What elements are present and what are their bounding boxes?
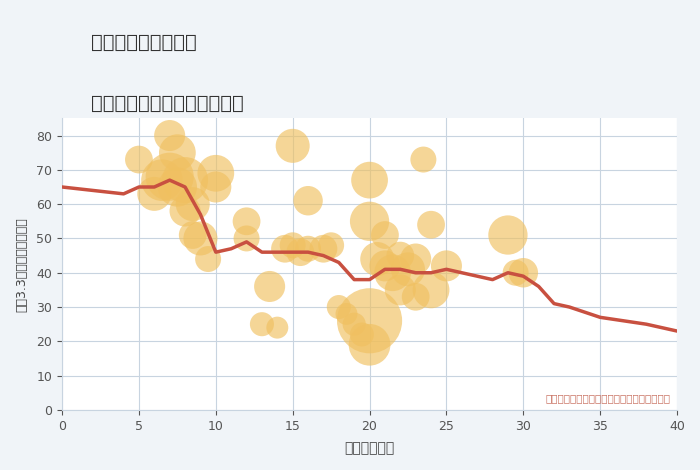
Point <box>187 200 198 208</box>
Point <box>156 176 167 184</box>
Point <box>210 170 221 177</box>
Point <box>187 231 198 239</box>
Point <box>256 321 267 328</box>
Point <box>287 142 298 149</box>
Point <box>302 245 314 252</box>
Point <box>210 183 221 191</box>
Point <box>441 262 452 270</box>
Point <box>364 317 375 324</box>
Point <box>179 207 190 215</box>
Point <box>387 269 398 276</box>
Point <box>379 262 391 270</box>
Point <box>241 235 252 242</box>
Text: 円の大きさは、取引のあった物件面積を示す: 円の大きさは、取引のあった物件面積を示す <box>545 393 670 403</box>
Point <box>318 245 329 252</box>
Point <box>133 156 144 163</box>
Point <box>372 255 383 263</box>
Point <box>510 269 522 276</box>
Point <box>418 156 429 163</box>
Point <box>326 242 337 249</box>
Point <box>426 286 437 294</box>
Point <box>164 173 175 180</box>
Text: 兵庫県播磨高岡駅の: 兵庫県播磨高岡駅の <box>91 33 197 52</box>
Y-axis label: 坪（3.3㎡）単価（万円）: 坪（3.3㎡）単価（万円） <box>15 217 28 312</box>
Text: 築年数別中古マンション価格: 築年数別中古マンション価格 <box>91 94 244 113</box>
Point <box>295 249 306 256</box>
Point <box>172 183 183 191</box>
X-axis label: 築年数（年）: 築年数（年） <box>344 441 395 455</box>
Point <box>410 255 421 263</box>
Point <box>356 331 368 338</box>
Point <box>349 321 360 328</box>
Point <box>241 218 252 225</box>
Point <box>272 324 283 331</box>
Point <box>518 269 529 276</box>
Point <box>148 190 160 197</box>
Point <box>364 176 375 184</box>
Point <box>164 132 175 139</box>
Point <box>395 252 406 259</box>
Point <box>287 242 298 249</box>
Point <box>402 266 414 273</box>
Point <box>364 341 375 349</box>
Point <box>364 218 375 225</box>
Point <box>302 197 314 204</box>
Point <box>395 286 406 294</box>
Point <box>379 231 391 239</box>
Point <box>172 149 183 157</box>
Point <box>341 310 352 318</box>
Point <box>279 245 290 252</box>
Point <box>410 293 421 300</box>
Point <box>179 176 190 184</box>
Point <box>333 303 344 311</box>
Point <box>195 235 206 242</box>
Point <box>202 255 214 263</box>
Point <box>503 231 514 239</box>
Point <box>264 283 275 290</box>
Point <box>426 221 437 228</box>
